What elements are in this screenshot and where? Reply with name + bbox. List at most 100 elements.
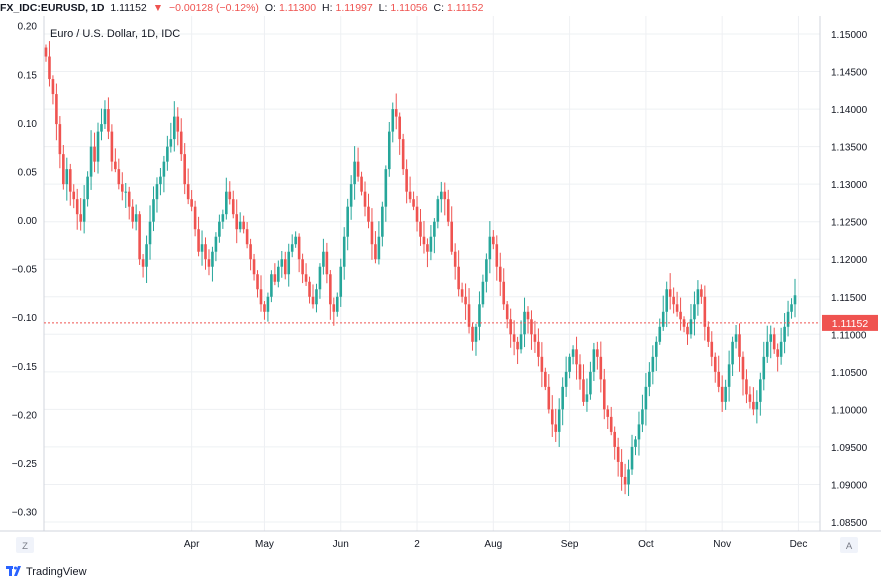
- candle-body: [218, 221, 221, 237]
- candle-body: [415, 206, 419, 222]
- candle-body: [405, 169, 408, 192]
- candle-body: [446, 199, 450, 222]
- candle-body: [325, 251, 329, 275]
- candle-body: [127, 191, 131, 207]
- candle-body: [367, 206, 370, 222]
- candle-body: [495, 244, 499, 267]
- candle-body: [634, 439, 637, 447]
- candle-body: [696, 289, 700, 305]
- candle-body: [679, 311, 682, 320]
- chart-frame[interactable]: 0.20 0.15 0.10 0.05 0.00 −0.05 −0.10 −0.15 −0.20…: [0, 16, 881, 559]
- candle-body: [131, 206, 134, 222]
- candle-body: [72, 191, 76, 200]
- candle-body: [731, 341, 734, 365]
- left-scale-button[interactable]: [16, 537, 34, 553]
- candle-body: [519, 334, 523, 350]
- candle-body: [256, 274, 259, 290]
- candle-body: [89, 146, 93, 177]
- candle-body: [235, 214, 239, 230]
- candle-body: [370, 221, 374, 245]
- candle-body: [322, 251, 325, 267]
- candle-body: [564, 371, 568, 387]
- candle-body: [159, 176, 162, 185]
- candle-body: [339, 266, 343, 297]
- auto-scale-button[interactable]: [840, 537, 858, 553]
- candle-body: [120, 184, 124, 192]
- candle-body: [748, 394, 752, 402]
- candle-body: [103, 109, 107, 125]
- symbol-name[interactable]: FX_IDC:EURUSD, 1D: [0, 2, 105, 14]
- candle-body: [762, 356, 766, 380]
- candle-body: [589, 371, 592, 395]
- candle-body: [266, 296, 270, 312]
- candle-body: [457, 266, 460, 290]
- right-tick-label: 1.09500: [831, 443, 868, 454]
- left-tick-label: −0.20: [12, 410, 38, 421]
- candle-body: [349, 184, 353, 207]
- candle-body: [360, 176, 363, 192]
- candle-body: [509, 319, 512, 335]
- candle-body: [498, 266, 502, 282]
- candle-body: [277, 266, 280, 282]
- candle-body: [613, 431, 616, 447]
- tradingview-brand[interactable]: TradingView: [26, 566, 87, 578]
- candle-body: [752, 401, 755, 410]
- candle-body: [537, 341, 540, 357]
- candle-body: [478, 304, 481, 327]
- candle-body: [245, 229, 249, 245]
- candle-body: [582, 379, 585, 402]
- right-axis-ticks: 1.15000 1.14500 1.14000 1.13500 1.13000 1.125…: [831, 30, 868, 529]
- candle-body: [717, 371, 721, 387]
- left-tick-label: −0.30: [12, 508, 38, 519]
- candle-body: [675, 304, 679, 312]
- time-tick-label: Aug: [484, 539, 502, 550]
- candle-body: [609, 416, 613, 432]
- candle-body: [283, 259, 287, 275]
- candle-body: [107, 109, 110, 132]
- candle-body: [460, 289, 464, 297]
- candle-body: [689, 319, 693, 335]
- left-tick-label: −0.25: [12, 459, 38, 470]
- right-tick-label: 1.14500: [831, 68, 868, 79]
- candle-body: [44, 47, 48, 57]
- candle-body: [596, 349, 599, 357]
- candle-body: [668, 289, 672, 297]
- right-tick-label: 1.08500: [831, 518, 868, 529]
- candle-body: [51, 79, 55, 95]
- candle-body: [200, 244, 204, 252]
- right-tick-label: 1.14000: [831, 105, 868, 116]
- candle-body: [96, 131, 100, 162]
- candle-body: [412, 199, 415, 207]
- candle-body: [658, 326, 662, 342]
- candle-body: [554, 424, 558, 432]
- candle-body: [148, 221, 152, 245]
- candle-body: [238, 221, 242, 230]
- candlestick-chart[interactable]: 0.20 0.15 0.10 0.05 0.00 −0.05 −0.10 −0.15 −0.20…: [0, 16, 881, 559]
- candle-body: [387, 131, 391, 170]
- candle-body: [693, 304, 696, 320]
- right-tick-label: 1.13000: [831, 180, 868, 191]
- right-tick-label: 1.13500: [831, 143, 868, 154]
- candle-body: [654, 341, 658, 357]
- candle-body: [436, 199, 440, 222]
- candle-body: [152, 199, 155, 222]
- candle-body: [294, 236, 297, 245]
- right-tick-label: 1.10000: [831, 405, 868, 416]
- symbol-header: FX_IDC:EURUSD, 1D 1.11152 ▼ −0.00128 (−0…: [0, 0, 881, 16]
- candle-body: [363, 191, 367, 207]
- candle-body: [471, 326, 474, 342]
- time-tick-label: Oct: [638, 539, 654, 550]
- candle-body: [124, 191, 128, 193]
- candle-body: [249, 244, 252, 260]
- candle-body: [141, 259, 145, 267]
- right-tick-label: 1.11500: [831, 293, 867, 304]
- down-arrow-icon: ▼: [152, 2, 164, 14]
- left-tick-label: −0.05: [12, 265, 38, 276]
- candle-body: [176, 116, 180, 132]
- time-tick-label: 2: [414, 539, 420, 550]
- candle-body: [221, 214, 225, 222]
- candle-body: [214, 236, 218, 252]
- candle-body: [450, 221, 454, 252]
- chart-title: Euro / U.S. Dollar, 1D, IDC: [50, 28, 180, 40]
- candle-body: [308, 281, 311, 297]
